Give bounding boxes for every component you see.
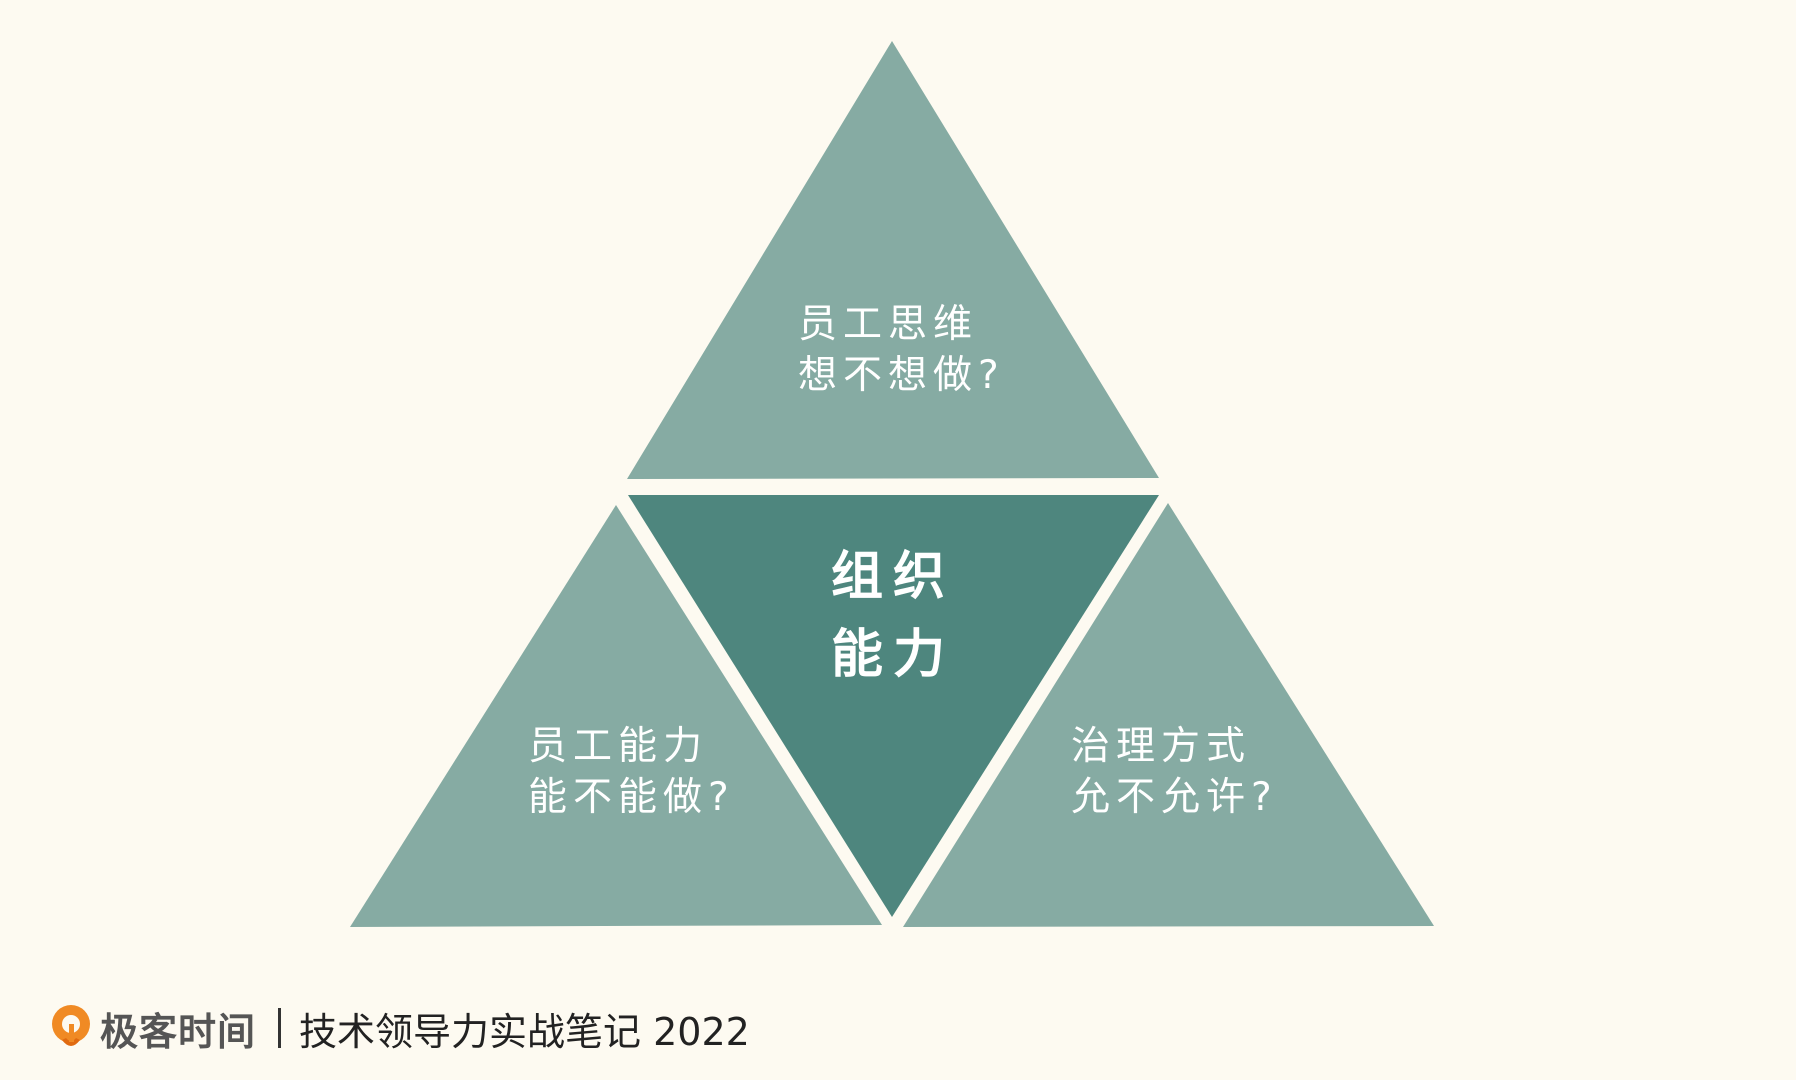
top-triangle	[627, 41, 1159, 479]
left-triangle-question: 能不能做?	[528, 775, 735, 820]
right-triangle-title: 治理方式	[1071, 724, 1251, 769]
footer-divider	[278, 1008, 282, 1048]
brand-name: 极客时间	[100, 1009, 257, 1054]
top-triangle-title: 员工思维	[798, 302, 978, 347]
left-triangle	[350, 505, 882, 927]
course-title: 技术领导力实战笔记 2022	[299, 1009, 750, 1054]
center-triangle	[628, 495, 1159, 917]
center-triangle-title-line1: 组织	[831, 547, 955, 607]
top-triangle-question: 想不想做?	[798, 353, 1005, 398]
center-triangle-title-line2: 能力	[831, 625, 955, 685]
right-triangle-question: 允不允许?	[1071, 775, 1278, 820]
right-triangle	[903, 503, 1434, 927]
geektime-logo-icon	[52, 1005, 90, 1046]
left-triangle-title: 员工能力	[528, 724, 708, 769]
footer: 极客时间 技术领导力实战笔记 2022	[48, 1000, 750, 1056]
